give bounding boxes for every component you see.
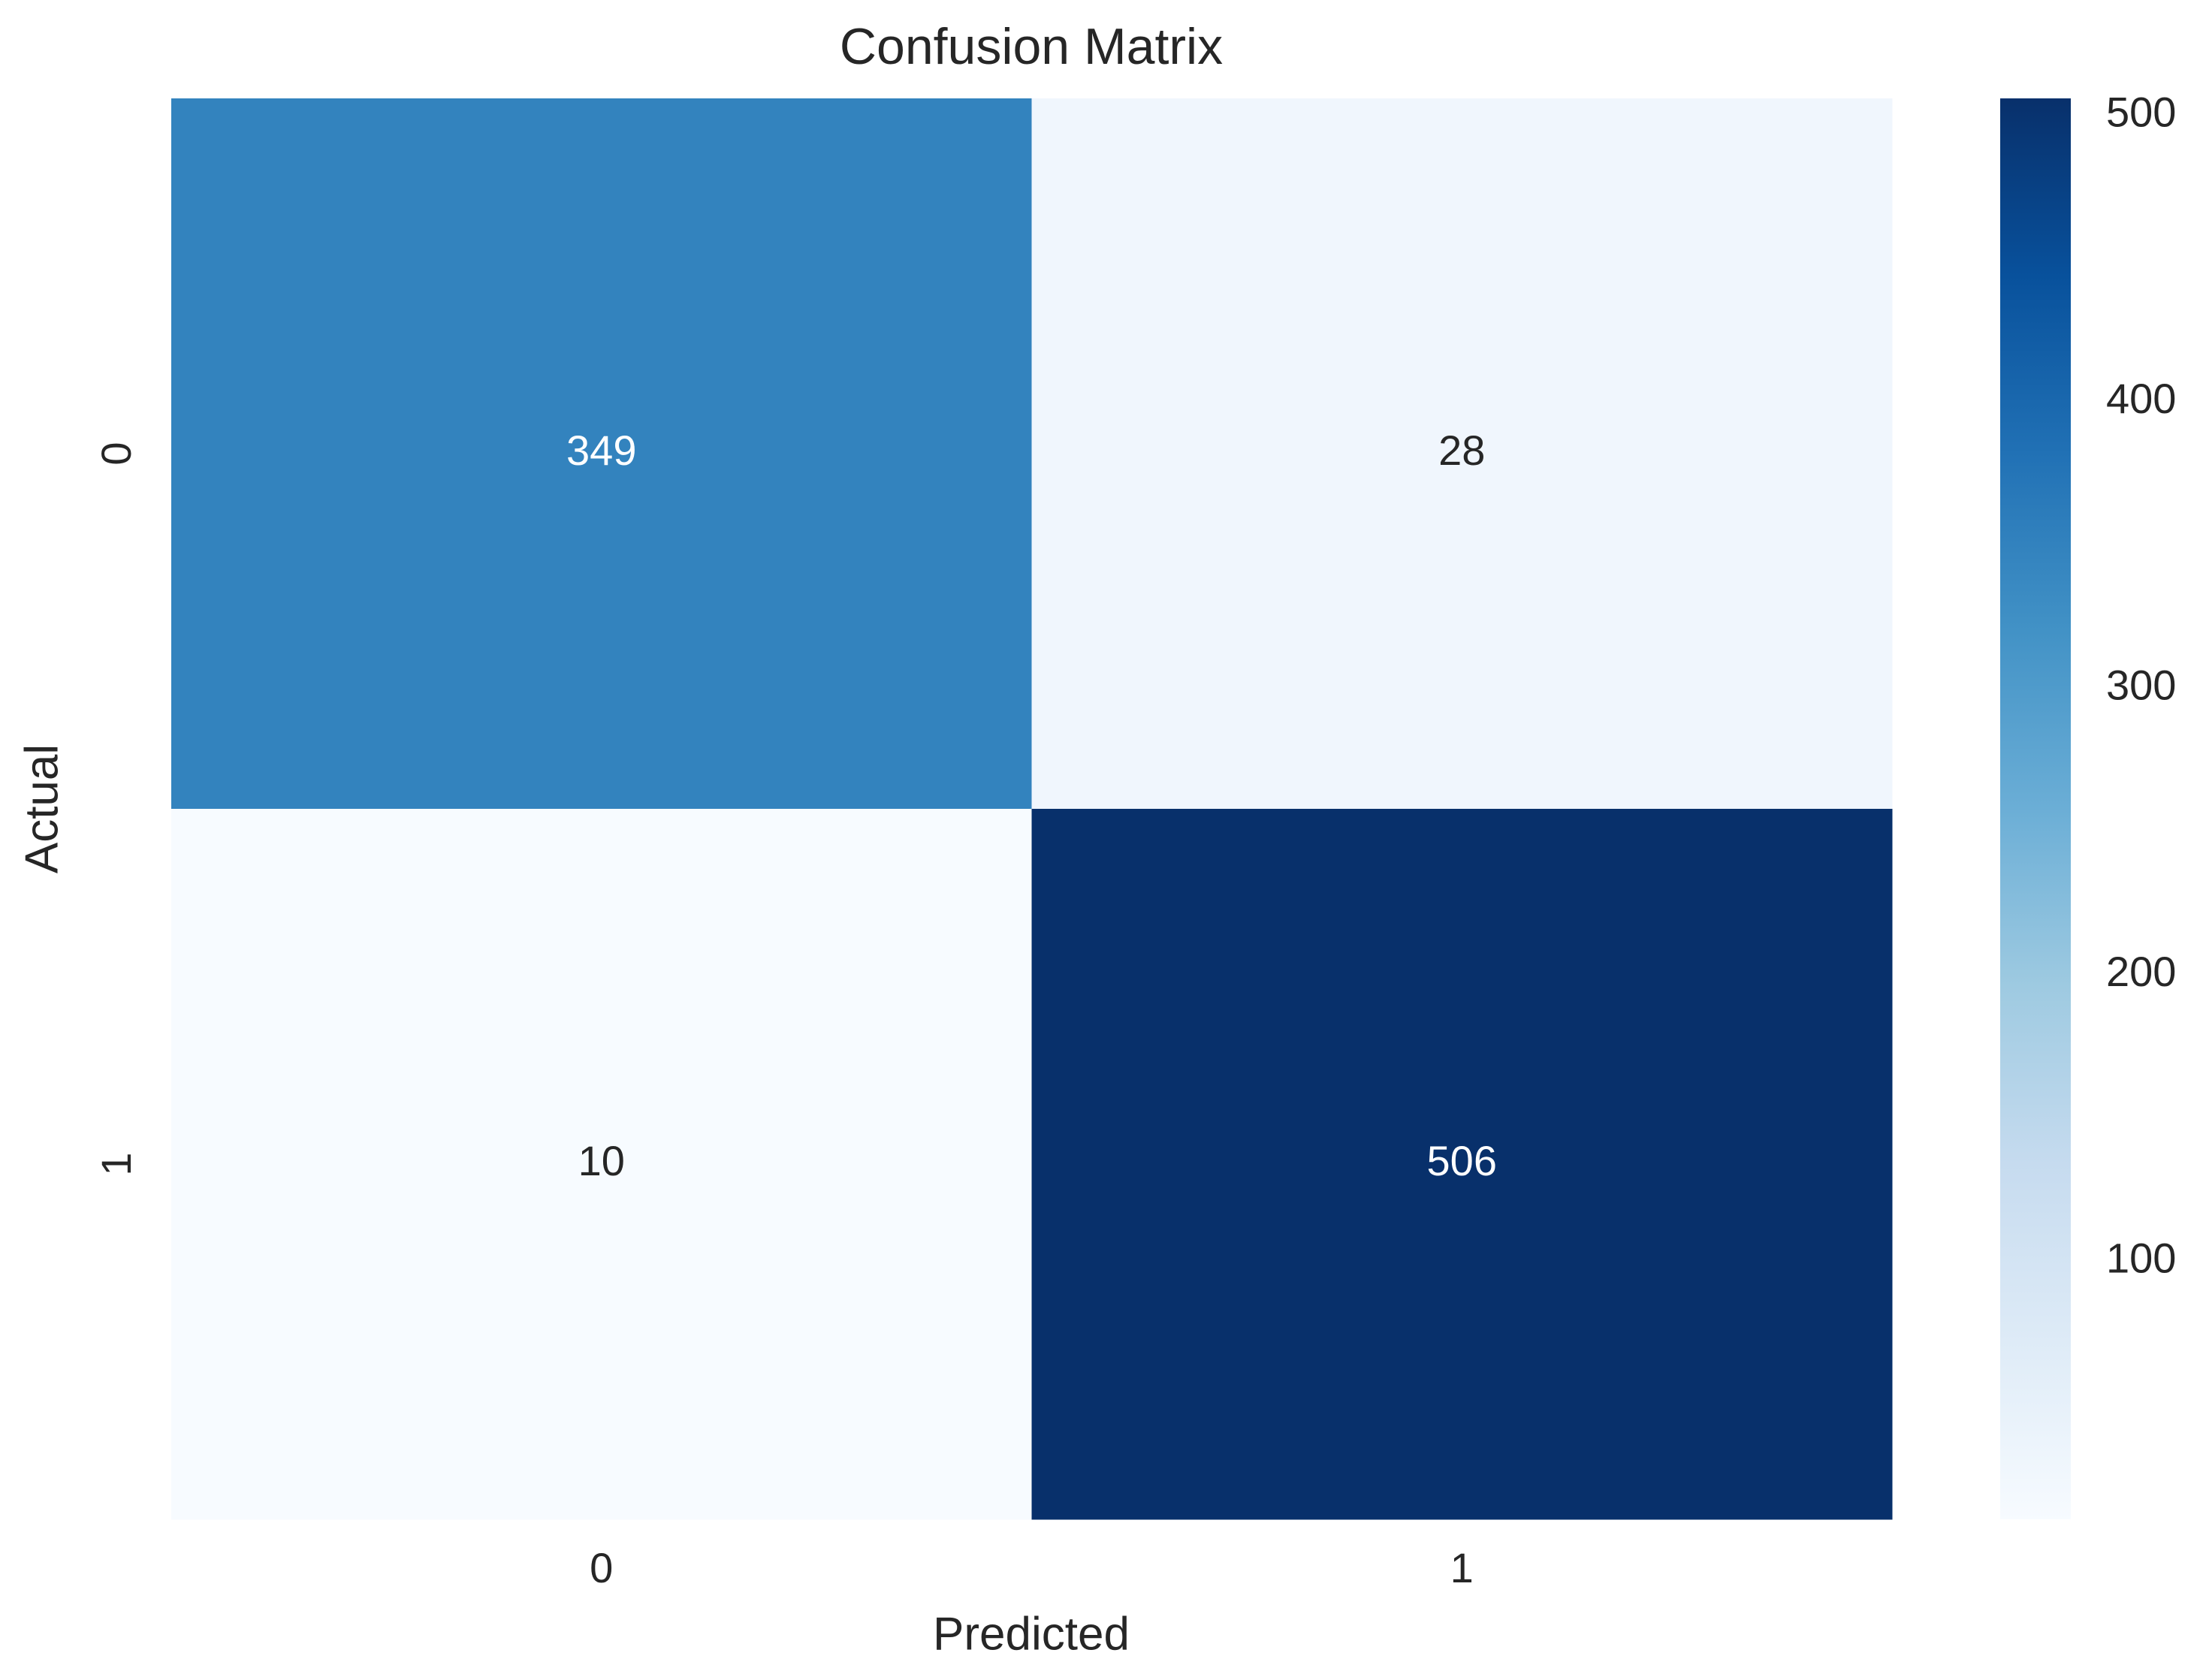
x-tick-label: 1 [1450,1544,1474,1591]
cell-annotation: 506 [1427,1137,1497,1184]
heatmap-cell [171,98,1032,810]
colorbar-tick-label: 200 [2106,948,2176,995]
heatmap-cell [1031,98,1893,810]
x-tick-label: 0 [590,1544,613,1591]
colorbar-tick-label: 400 [2106,375,2176,422]
y-axis-label: Actual [16,744,68,873]
y-tick-label: 0 [92,442,140,465]
colorbar [2000,98,2071,1519]
heatmap-cell [171,809,1032,1520]
y-tick-label: 1 [92,1152,140,1175]
cell-annotation: 10 [578,1137,625,1184]
heatmap-cell [1031,809,1893,1520]
colorbar-tick-label: 500 [2106,89,2176,136]
cell-annotation: 349 [566,427,636,474]
colorbar-tick-label: 300 [2106,662,2176,709]
cell-annotation: 28 [1438,427,1485,474]
x-axis-label: Predicted [933,1608,1130,1660]
chart-title: Confusion Matrix [840,18,1223,75]
colorbar-tick-label: 100 [2106,1234,2176,1281]
